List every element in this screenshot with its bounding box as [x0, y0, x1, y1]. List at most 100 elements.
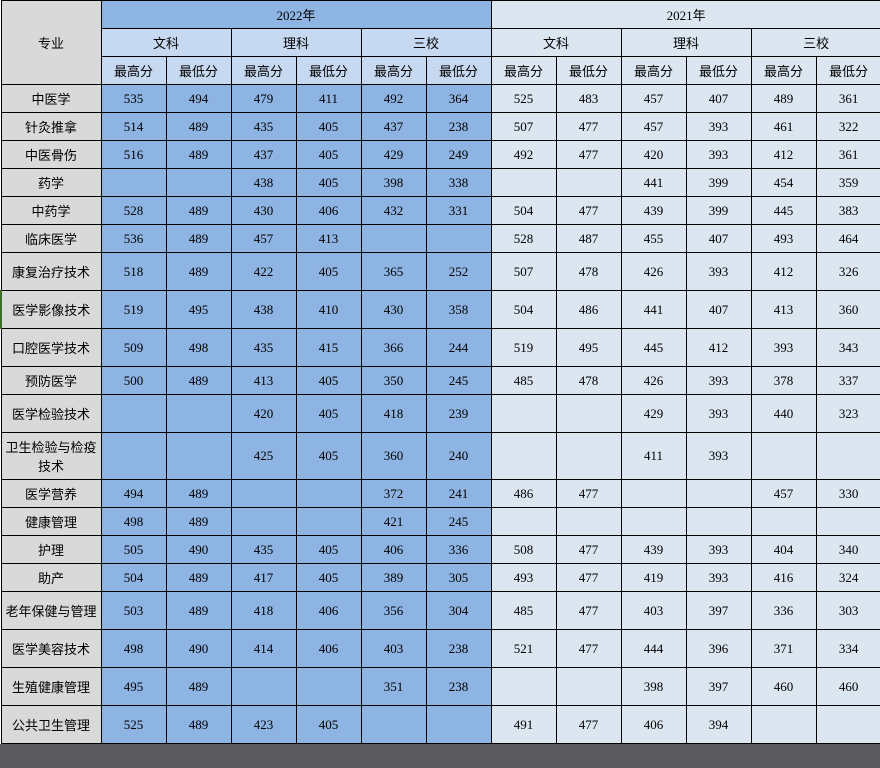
score-cell: 304 [426, 592, 491, 630]
row-major-label: 生殖健康管理 [1, 668, 101, 706]
score-cell: 487 [556, 225, 621, 253]
score-cell: 378 [751, 367, 816, 395]
score-cell [556, 668, 621, 706]
score-cell: 413 [231, 367, 296, 395]
table-row: 药学438405398338441399454359 [1, 169, 880, 197]
score-cell [751, 508, 816, 536]
score-cell: 477 [556, 480, 621, 508]
score-cell: 430 [361, 291, 426, 329]
score-cell: 479 [231, 85, 296, 113]
score-cell: 245 [426, 508, 491, 536]
score-cell: 322 [816, 113, 880, 141]
score-cell: 492 [361, 85, 426, 113]
score-cell: 323 [816, 395, 880, 433]
table-row: 医学影像技术5194954384104303585044864414074133… [1, 291, 880, 329]
score-cell: 360 [816, 291, 880, 329]
score-cell: 303 [816, 592, 880, 630]
table-row: 健康管理498489421245 [1, 508, 880, 536]
table-row: 中药学528489430406432331504477439399445383 [1, 197, 880, 225]
score-cell: 411 [621, 433, 686, 480]
score-cell [556, 508, 621, 536]
score-cell: 239 [426, 395, 491, 433]
score-cell: 493 [751, 225, 816, 253]
score-cell: 460 [816, 668, 880, 706]
score-cell: 405 [296, 141, 361, 169]
score-cell [101, 169, 166, 197]
score-cell: 406 [296, 592, 361, 630]
score-cell: 494 [101, 480, 166, 508]
header-hi: 最高分 [361, 57, 426, 85]
header-hi: 最高分 [101, 57, 166, 85]
table-row: 临床医学536489457413528487455407493464 [1, 225, 880, 253]
score-cell [491, 433, 556, 480]
score-cell: 489 [166, 564, 231, 592]
score-cell: 518 [101, 253, 166, 291]
score-cell: 508 [491, 536, 556, 564]
score-cell: 464 [816, 225, 880, 253]
score-cell: 399 [686, 197, 751, 225]
score-cell: 245 [426, 367, 491, 395]
score-cell: 351 [361, 668, 426, 706]
score-cell: 403 [361, 630, 426, 668]
score-cell: 412 [751, 253, 816, 291]
score-cell: 413 [296, 225, 361, 253]
score-cell: 495 [101, 668, 166, 706]
score-cell [361, 225, 426, 253]
score-cell: 399 [686, 169, 751, 197]
table-row: 老年保健与管理503489418406356304485477403397336… [1, 592, 880, 630]
header-2021-san: 三校 [751, 29, 880, 57]
score-cell: 490 [166, 536, 231, 564]
score-cell: 489 [166, 480, 231, 508]
row-major-label: 中医学 [1, 85, 101, 113]
score-cell: 492 [491, 141, 556, 169]
score-cell: 410 [296, 291, 361, 329]
score-cell [166, 169, 231, 197]
scores-table: 专业 2022年 2021年 文科 理科 三校 文科 理科 三校 最高分 最低分… [0, 0, 880, 744]
score-cell: 394 [686, 706, 751, 744]
score-cell [751, 706, 816, 744]
score-cell: 495 [166, 291, 231, 329]
header-2021-li: 理科 [621, 29, 751, 57]
header-2022-wen: 文科 [101, 29, 231, 57]
score-cell: 489 [166, 592, 231, 630]
row-major-label: 医学检验技术 [1, 395, 101, 433]
score-cell: 514 [101, 113, 166, 141]
score-cell: 429 [621, 395, 686, 433]
score-cell: 503 [101, 592, 166, 630]
header-hi: 最高分 [621, 57, 686, 85]
score-cell: 435 [231, 113, 296, 141]
score-cell: 240 [426, 433, 491, 480]
score-cell: 440 [751, 395, 816, 433]
score-cell: 461 [751, 113, 816, 141]
score-cell [426, 225, 491, 253]
table-row: 生殖健康管理495489351238398397460460 [1, 668, 880, 706]
score-cell: 457 [231, 225, 296, 253]
score-cell: 413 [751, 291, 816, 329]
score-cell: 393 [686, 395, 751, 433]
header-lo: 最低分 [296, 57, 361, 85]
score-cell: 249 [426, 141, 491, 169]
score-cell: 438 [231, 169, 296, 197]
score-cell: 504 [101, 564, 166, 592]
score-cell: 238 [426, 630, 491, 668]
score-cell: 489 [166, 225, 231, 253]
score-cell: 365 [361, 253, 426, 291]
score-cell: 486 [556, 291, 621, 329]
score-cell: 441 [621, 169, 686, 197]
score-cell: 435 [231, 536, 296, 564]
score-cell: 423 [231, 706, 296, 744]
scores-table-container: 专业 2022年 2021年 文科 理科 三校 文科 理科 三校 最高分 最低分… [0, 0, 880, 744]
score-cell: 405 [296, 536, 361, 564]
score-cell: 426 [621, 367, 686, 395]
score-cell: 393 [686, 253, 751, 291]
score-cell: 393 [686, 564, 751, 592]
score-cell: 509 [101, 329, 166, 367]
row-major-label: 口腔医学技术 [1, 329, 101, 367]
score-cell: 435 [231, 329, 296, 367]
score-cell: 252 [426, 253, 491, 291]
score-cell: 406 [621, 706, 686, 744]
score-cell: 412 [686, 329, 751, 367]
score-cell: 238 [426, 113, 491, 141]
header-lo: 最低分 [816, 57, 880, 85]
score-cell: 419 [621, 564, 686, 592]
